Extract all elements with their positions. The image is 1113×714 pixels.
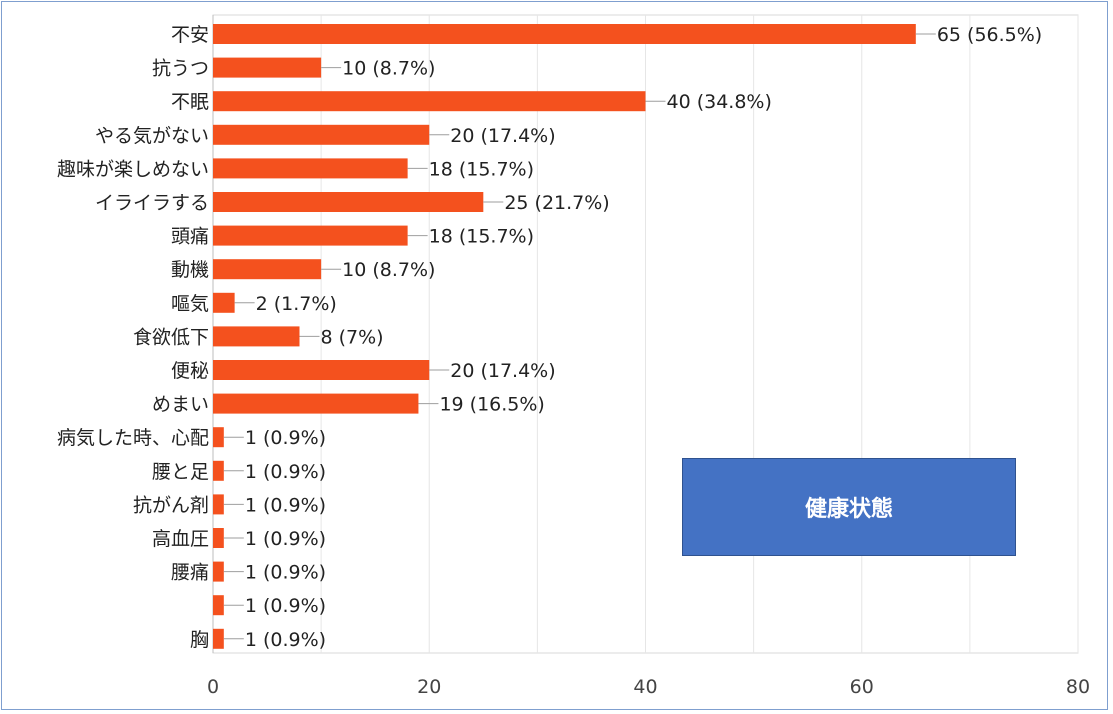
x-tick-label: 60 — [850, 676, 874, 698]
category-label: 趣味が楽しめない — [57, 158, 209, 180]
data-label: 18 (15.7%) — [429, 158, 534, 180]
data-label: 1 (0.9%) — [245, 629, 326, 651]
x-tick-label: 0 — [207, 676, 219, 698]
bar — [213, 326, 300, 347]
bar — [213, 158, 408, 179]
x-tick-label: 20 — [417, 676, 441, 698]
data-label: 1 (0.9%) — [245, 562, 326, 584]
data-label: 19 (16.5%) — [439, 394, 544, 416]
tick-layer: 0 20 40 60 80 — [207, 676, 1090, 698]
data-label: 65 (56.5%) — [937, 24, 1042, 46]
category-label: 頭痛 — [171, 226, 209, 248]
bar — [213, 24, 916, 44]
category-label: イライラする — [95, 192, 209, 214]
category-label: 抗うつ — [152, 58, 209, 80]
category-label: 動機 — [171, 259, 209, 281]
bar — [213, 259, 322, 280]
data-label: 20 (17.4%) — [450, 125, 555, 147]
annotation-box: 健康状態 — [682, 458, 1016, 556]
data-label: 10 (8.7%) — [342, 58, 435, 80]
data-label: 20 (17.4%) — [450, 360, 555, 382]
bar — [213, 595, 224, 616]
data-label: 8 (7%) — [321, 326, 384, 348]
category-label: 不眠 — [171, 91, 209, 113]
bar — [213, 460, 224, 481]
data-label: 1 (0.9%) — [245, 595, 326, 617]
category-label: 病気した時、心配 — [57, 427, 209, 449]
data-label: 25 (21.7%) — [504, 192, 609, 214]
category-label: 食欲低下 — [133, 326, 209, 348]
category-label: 腰痛 — [171, 562, 209, 584]
category-label: 抗がん剤 — [133, 494, 209, 516]
category-label: 不安 — [171, 24, 209, 46]
data-label: 1 (0.9%) — [245, 494, 326, 516]
bar — [213, 360, 430, 380]
x-tick-label: 80 — [1066, 676, 1090, 698]
data-label: 1 (0.9%) — [245, 427, 326, 449]
bar — [213, 494, 224, 515]
annotation-text: 健康状態 — [804, 497, 893, 522]
bar — [213, 561, 224, 582]
category-label: やる気がない — [95, 125, 209, 147]
data-label: 1 (0.9%) — [245, 528, 326, 550]
category-label: 便秘 — [171, 360, 209, 382]
category-label: 胸 — [190, 629, 209, 651]
category-label: 腰と足 — [152, 461, 209, 483]
bar — [213, 225, 408, 246]
bar — [213, 292, 235, 313]
category-label: 高血圧 — [152, 528, 209, 550]
x-tick-label: 40 — [633, 676, 657, 698]
category-label: めまい — [152, 394, 209, 416]
bar — [213, 192, 484, 212]
bar — [213, 628, 224, 649]
category-label: 嘔気 — [171, 293, 209, 315]
data-label: 2 (1.7%) — [256, 293, 337, 315]
bar-layer — [213, 24, 916, 649]
data-label: 18 (15.7%) — [429, 226, 534, 248]
bar — [213, 528, 224, 548]
bar — [213, 393, 419, 414]
bar — [213, 427, 224, 448]
bar — [213, 91, 646, 112]
bar — [213, 124, 430, 145]
data-label: 1 (0.9%) — [245, 461, 326, 483]
data-label: 40 (34.8%) — [667, 91, 772, 113]
data-label: 10 (8.7%) — [342, 259, 435, 281]
label-layer: 不安 65 (56.5%) 抗うつ 10 (8.7%) 不眠 40 (34.8%) やる気が… — [57, 24, 1042, 651]
bar — [213, 57, 322, 78]
